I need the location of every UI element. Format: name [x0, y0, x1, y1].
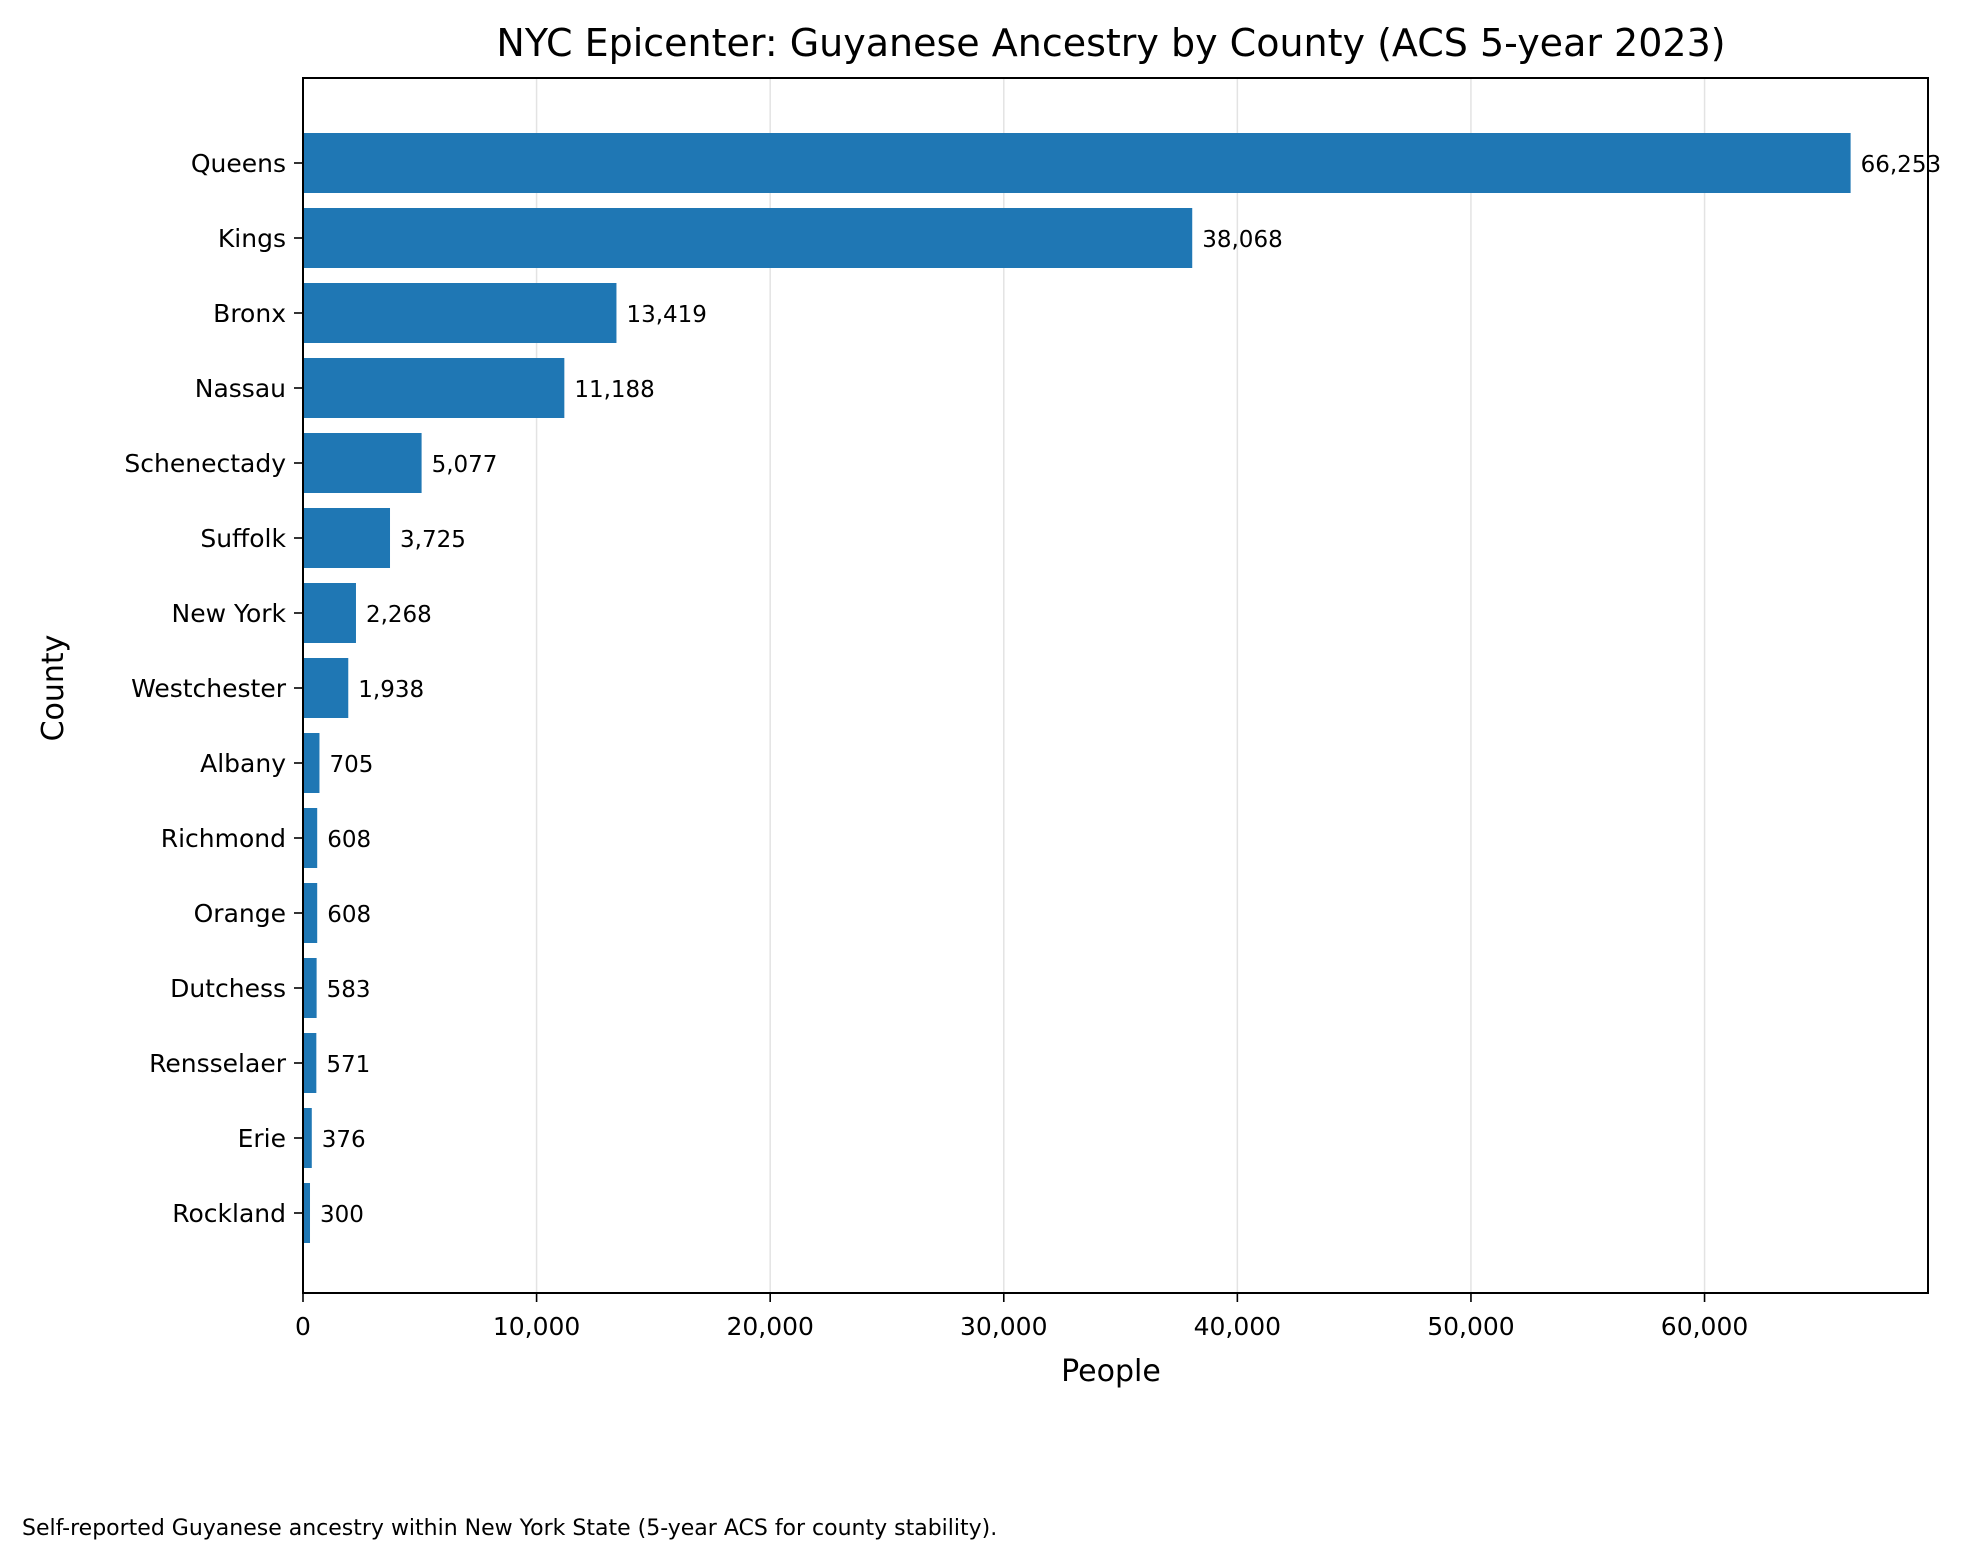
data-label: 13,419 — [626, 302, 706, 328]
data-label: 66,253 — [1861, 152, 1941, 178]
data-label: 3,725 — [400, 527, 466, 553]
bar — [303, 808, 318, 868]
y-tick-label: Suffolk — [200, 524, 286, 553]
x-tick-label: 30,000 — [960, 1312, 1047, 1341]
data-label: 376 — [322, 1127, 366, 1153]
x-tick-label: 50,000 — [1427, 1312, 1514, 1341]
bar — [303, 358, 565, 418]
data-label: 608 — [327, 827, 371, 853]
data-label: 11,188 — [574, 377, 654, 403]
footnote: Self-reported Guyanese ancestry within N… — [22, 1516, 997, 1541]
bar — [303, 433, 422, 493]
y-tick-label: Orange — [194, 899, 286, 928]
y-tick-label: Queens — [191, 149, 286, 178]
y-tick-label: Schenectady — [124, 449, 286, 478]
data-label: 583 — [327, 977, 371, 1003]
bar — [303, 658, 349, 718]
bar — [303, 208, 1193, 268]
data-label: 5,077 — [432, 452, 498, 478]
y-tick-label: Dutchess — [170, 974, 286, 1003]
x-tick-label: 10,000 — [493, 1312, 580, 1341]
y-axis-label: County — [36, 635, 71, 742]
x-axis-label: People — [1061, 1354, 1161, 1389]
bars: 66,253 38,068 13,419 11,188 5,077 3,725 2,268 1… — [303, 133, 1941, 1243]
data-label: 571 — [326, 1052, 370, 1078]
bar — [303, 133, 1851, 193]
y-tick-label: New York — [172, 599, 287, 628]
data-label: 38,068 — [1202, 227, 1282, 253]
bar — [303, 1033, 317, 1093]
data-label: 300 — [320, 1202, 364, 1228]
bar — [303, 283, 617, 343]
bar — [303, 958, 317, 1018]
data-label: 608 — [327, 902, 371, 928]
x-tick-label: 60,000 — [1661, 1312, 1748, 1341]
x-tick-label: 0 — [295, 1312, 311, 1341]
bar — [303, 733, 320, 793]
data-label: 1,938 — [358, 677, 424, 703]
y-tick-label: Rockland — [172, 1199, 286, 1228]
y-tick-label: Westchester — [131, 674, 287, 703]
y-tick-label: Rensselaer — [149, 1049, 287, 1078]
bar — [303, 1108, 312, 1168]
x-tick-label: 20,000 — [726, 1312, 813, 1341]
chart-title: NYC Epicenter: Guyanese Ancestry by Coun… — [496, 21, 1725, 65]
bar — [303, 1183, 311, 1243]
y-tick-label: Albany — [200, 749, 286, 778]
y-tick-label: Erie — [238, 1124, 286, 1153]
bar — [303, 583, 356, 643]
bar — [303, 883, 318, 943]
y-tick-label: Kings — [218, 224, 286, 253]
grid-lines — [302, 78, 1706, 1293]
data-label: 2,268 — [366, 602, 432, 628]
data-label: 705 — [329, 752, 373, 778]
x-tick-label: 40,000 — [1194, 1312, 1281, 1341]
x-axis-ticks: 0 10,000 20,000 30,000 40,000 50,000 60,000 — [295, 1293, 1748, 1341]
plot-frame — [302, 77, 1929, 1294]
y-tick-label: Richmond — [161, 824, 286, 853]
y-tick-label: Nassau — [195, 374, 286, 403]
bar — [303, 508, 391, 568]
y-axis-ticks: Queens Kings Bronx Nassau Schenectady Suffolk… — [124, 149, 303, 1228]
y-tick-label: Bronx — [213, 299, 286, 328]
